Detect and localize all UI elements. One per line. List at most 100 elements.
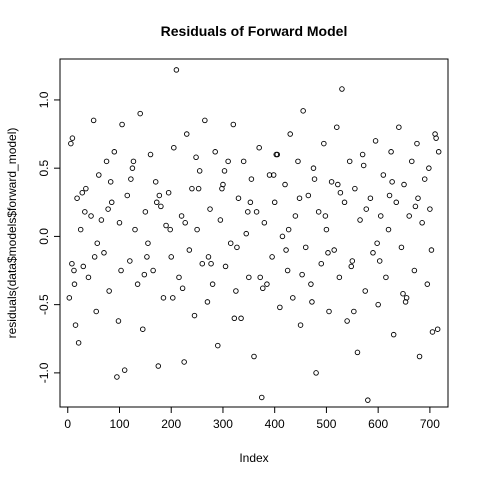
data-point — [406, 213, 412, 219]
data-point — [400, 290, 406, 297]
data-point — [377, 213, 384, 219]
x-tick-label: 100 — [109, 417, 129, 431]
data-point — [363, 206, 370, 212]
data-point — [121, 367, 128, 373]
data-point — [287, 131, 293, 137]
data-point — [158, 203, 164, 210]
data-point — [357, 217, 363, 223]
data-point — [308, 281, 314, 287]
data-point — [359, 151, 366, 158]
data-point — [235, 195, 242, 201]
x-axis: 0 100 200 300 400 500 600 700 — [64, 407, 440, 431]
data-point — [132, 226, 138, 233]
data-point — [75, 340, 82, 346]
data-point — [251, 353, 257, 360]
data-point — [393, 199, 400, 206]
data-point — [383, 274, 389, 281]
data-point — [116, 220, 123, 226]
plot-frame — [59, 58, 449, 408]
data-point — [419, 220, 425, 226]
data-point — [313, 370, 319, 376]
data-point — [204, 299, 211, 305]
data-point — [230, 121, 237, 128]
x-tick-label: 500 — [316, 417, 336, 431]
data-point — [191, 312, 198, 319]
data-point — [108, 199, 115, 206]
data-point — [69, 260, 75, 267]
x-tick-label: 0 — [64, 417, 71, 431]
data-point — [128, 176, 134, 182]
data-point — [389, 179, 395, 185]
data-point — [277, 304, 283, 311]
data-point — [426, 165, 432, 171]
data-point — [414, 140, 420, 147]
data-point — [390, 331, 397, 338]
data-point — [427, 206, 433, 212]
data-point — [221, 168, 228, 174]
data-point — [271, 199, 278, 206]
data-point — [337, 189, 344, 196]
data-point — [323, 226, 330, 233]
data-point — [71, 281, 78, 287]
data-point — [285, 226, 292, 233]
data-point — [90, 117, 97, 124]
data-point — [227, 240, 234, 246]
data-point — [360, 162, 367, 169]
data-point — [273, 151, 279, 158]
data-point — [380, 172, 387, 178]
data-point — [424, 281, 431, 287]
data-point — [107, 179, 114, 185]
data-point — [385, 226, 392, 233]
y-tick-label: -1.0 — [37, 362, 51, 383]
data-point — [354, 349, 361, 356]
data-point — [217, 217, 224, 223]
x-tick-label: 700 — [420, 417, 440, 431]
data-point — [181, 359, 187, 365]
data-point — [119, 121, 125, 128]
data-point — [129, 165, 136, 171]
data-point — [352, 185, 358, 192]
data-point — [434, 326, 441, 332]
data-point — [348, 263, 355, 270]
data-point — [115, 318, 122, 324]
y-tick-label: -0.5 — [37, 294, 51, 315]
data-point — [435, 149, 442, 155]
data-point — [261, 220, 268, 226]
data-point — [225, 158, 231, 165]
data-point — [88, 213, 94, 219]
data-point — [349, 258, 356, 264]
data-point — [124, 192, 131, 199]
data-point — [295, 158, 301, 165]
data-point — [170, 295, 176, 301]
chart-title: Residuals of Forward Model — [161, 23, 348, 39]
data-point — [189, 185, 195, 192]
data-point — [142, 209, 149, 215]
data-point — [182, 220, 188, 226]
data-point — [309, 299, 315, 305]
data-point — [238, 315, 244, 322]
data-point — [421, 176, 428, 182]
data-point — [199, 260, 206, 267]
data-point — [335, 181, 341, 188]
data-point — [173, 67, 180, 73]
data-point — [130, 158, 137, 165]
data-point — [243, 230, 249, 237]
data-point — [98, 217, 105, 223]
data-point — [290, 295, 296, 301]
data-point — [195, 185, 202, 192]
data-point — [168, 254, 174, 260]
data-point — [246, 274, 252, 281]
data-point — [370, 250, 376, 256]
data-point — [79, 189, 85, 196]
data-point — [186, 247, 193, 253]
x-tick-label: 200 — [161, 417, 181, 431]
data-point — [315, 209, 322, 215]
data-point — [334, 124, 340, 130]
data-point — [80, 263, 87, 270]
data-point — [145, 240, 151, 246]
data-point — [165, 189, 172, 196]
data-point — [85, 274, 92, 281]
data-point — [155, 363, 162, 369]
data-point — [374, 240, 380, 246]
